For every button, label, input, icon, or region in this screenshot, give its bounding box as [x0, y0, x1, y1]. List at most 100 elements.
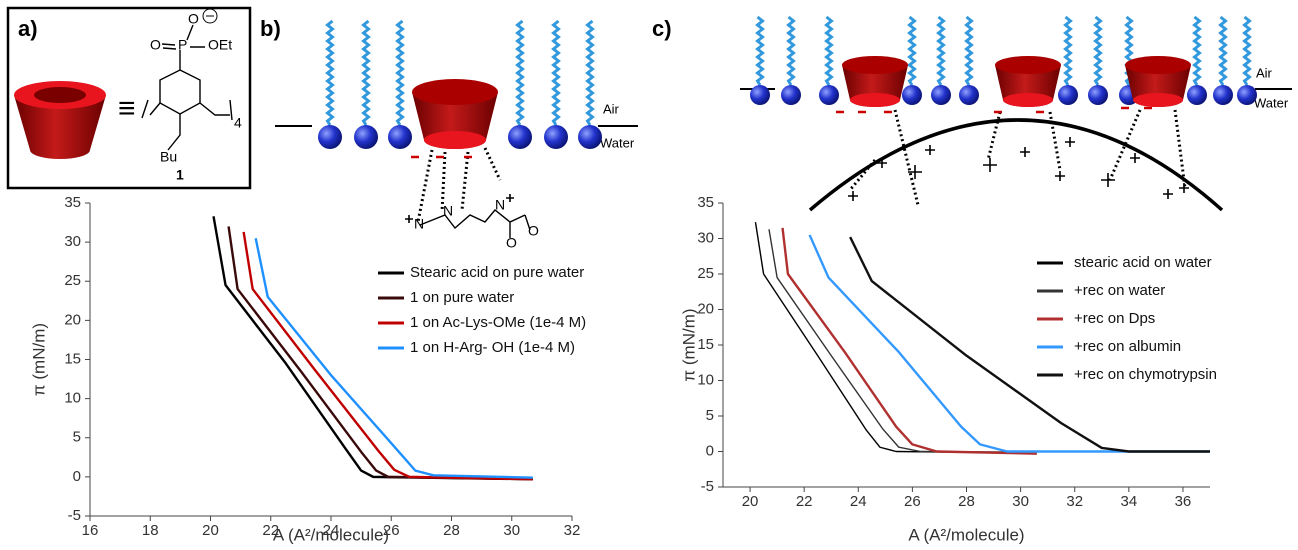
lipid-head — [781, 85, 801, 105]
charge-plus — [1130, 153, 1140, 163]
arginine — [419, 209, 531, 238]
cavitand-rim — [995, 56, 1061, 74]
lipid-head — [1213, 85, 1233, 105]
lipid-head — [959, 85, 979, 105]
y-tick-label: 30 — [64, 233, 81, 250]
data-line — [254, 237, 533, 479]
legend-label: stearic acid on water — [1074, 254, 1212, 271]
charge-plus — [1101, 173, 1115, 187]
compound-number: 1 — [176, 167, 184, 183]
lipid-head — [819, 85, 839, 105]
x-tick-label: 34 — [1120, 493, 1137, 510]
y-tick-label: 30 — [697, 229, 714, 246]
y-tick-label: 35 — [64, 194, 81, 211]
lipid-tail — [551, 19, 561, 126]
lipid-tail — [1063, 15, 1073, 86]
panel-label: c) — [652, 16, 672, 41]
charge-plus — [848, 191, 858, 201]
cavitand — [14, 81, 106, 159]
lipid-head — [578, 125, 602, 149]
lipid-tail — [1242, 15, 1252, 86]
charge-plus — [925, 145, 935, 155]
y-tick-label: 25 — [64, 272, 81, 289]
x-tick-label: 32 — [564, 522, 581, 539]
data-line — [781, 227, 1037, 455]
lipid-tail — [515, 19, 525, 126]
data-line — [808, 234, 1210, 453]
decorations — [318, 15, 1257, 223]
x-tick-label: 30 — [503, 522, 520, 539]
charge-circle — [202, 8, 218, 24]
charge-plus — [1179, 183, 1189, 193]
legend-label: Stearic acid on pure water — [410, 264, 584, 281]
data-line — [227, 226, 533, 481]
x-tick-label: 22 — [262, 522, 279, 539]
atom: O — [528, 223, 539, 239]
x-tick-label: 22 — [796, 493, 813, 510]
y-tick-label: 5 — [73, 429, 81, 446]
y-tick-label: 10 — [697, 371, 714, 388]
interaction-line — [1173, 109, 1187, 189]
charge-plus — [908, 165, 922, 179]
lipid-head — [750, 85, 770, 105]
water-label: Water — [1254, 95, 1289, 110]
y-tick-label: 0 — [706, 442, 714, 459]
x-tick-label: 26 — [383, 522, 400, 539]
x-tick-label: 30 — [1012, 493, 1029, 510]
lipid-head — [544, 125, 568, 149]
lipid-tail — [907, 15, 917, 86]
cavitand-rim — [1133, 93, 1183, 107]
data-line — [754, 222, 1035, 454]
y-tick-label: -5 — [68, 507, 81, 524]
lipid-head — [508, 125, 532, 149]
interaction-line — [986, 111, 1002, 161]
y-tick-label: 15 — [697, 336, 714, 353]
x-tick-label: 28 — [958, 493, 975, 510]
lipid-tail — [964, 15, 974, 86]
charge-plus — [983, 158, 997, 172]
air-label: Air — [603, 101, 620, 116]
x-tick-label: 28 — [443, 522, 460, 539]
legend-label: +rec on water — [1074, 282, 1165, 299]
lipid-head — [388, 125, 412, 149]
structure — [141, 24, 233, 151]
y-tick-label: 5 — [706, 407, 714, 424]
lipid-tail — [786, 15, 796, 86]
atom: O — [150, 37, 161, 53]
lipid-head — [1237, 85, 1257, 105]
x-axis-label: A (A²/molecule) — [273, 525, 389, 544]
data-line — [768, 229, 1037, 453]
legend-label: 1 on H-Arg- OH (1e-4 M) — [410, 339, 575, 356]
lipid-head — [931, 85, 951, 105]
panel-label: b) — [260, 16, 281, 41]
legend-label: +rec on albumin — [1074, 338, 1181, 355]
lipid-head — [902, 85, 922, 105]
lipid-head — [1187, 85, 1207, 105]
atom: Bu — [160, 149, 177, 165]
y-tick-label: 15 — [64, 350, 81, 367]
charge-plus — [405, 215, 413, 223]
lipid-head — [354, 125, 378, 149]
lipid-head — [1058, 85, 1078, 105]
charge-plus — [1163, 189, 1173, 199]
panel-a-box — [6, 6, 252, 190]
y-tick-label: 25 — [697, 265, 714, 282]
lipid-tail — [395, 19, 405, 126]
air-label: Air — [1256, 65, 1273, 80]
lipid-head — [318, 125, 342, 149]
lipid-tail — [824, 15, 834, 86]
interaction-line — [893, 109, 920, 206]
subscript: 4 — [234, 115, 242, 131]
charge-plus — [877, 158, 887, 168]
charge-plus — [1055, 171, 1065, 181]
cavitand — [412, 79, 498, 149]
x-tick-label: 20 — [742, 493, 759, 510]
x-tick-label: 18 — [142, 522, 159, 539]
atom: O — [188, 11, 199, 27]
atom: OEt — [208, 37, 232, 53]
interaction-lines — [416, 147, 502, 223]
lipid-head — [1088, 85, 1108, 105]
cavitand-rim — [842, 56, 908, 74]
